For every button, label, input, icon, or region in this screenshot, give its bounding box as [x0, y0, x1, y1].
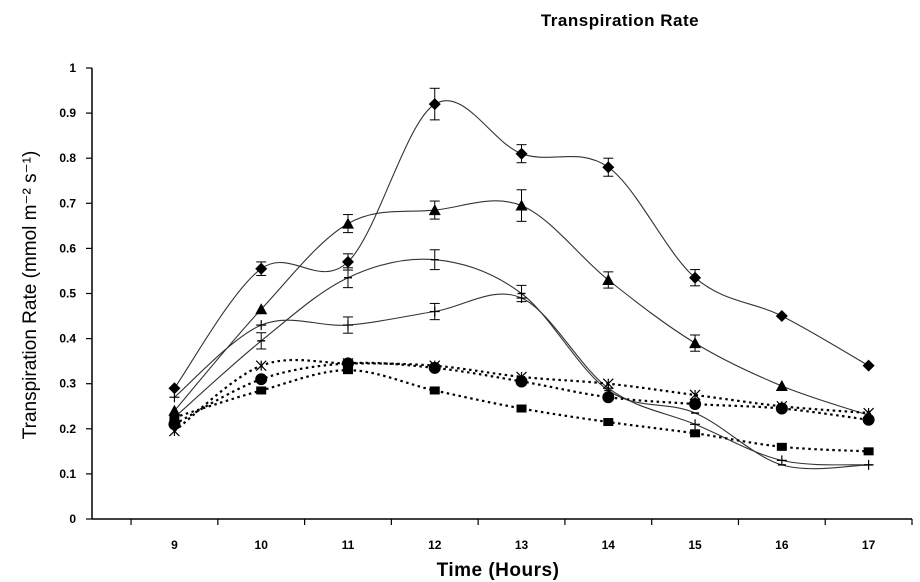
series-7: [169, 366, 874, 456]
data-point-square: [342, 366, 353, 375]
data-point-square: [516, 404, 527, 413]
y-tick-label: 0.9: [59, 106, 76, 120]
data-point-plus: [516, 293, 527, 304]
y-tick-label: 0.6: [59, 241, 76, 255]
data-point-star: [863, 407, 875, 419]
series-1-line: [173, 100, 869, 389]
data-point-star: [255, 360, 267, 372]
data-point-triangle: [689, 337, 702, 349]
data-point-diamond: [341, 255, 354, 268]
data-point-plus: [256, 320, 267, 331]
data-point-triangle: [602, 273, 615, 285]
series-3: [170, 249, 873, 470]
x-tick-label: 12: [428, 538, 442, 552]
series-4: [169, 293, 874, 470]
x-tick-label: 16: [775, 538, 789, 552]
data-point-diamond: [255, 262, 268, 275]
data-point-star: [602, 378, 614, 390]
x-tick-label: 13: [515, 538, 529, 552]
x-tick-label: 17: [862, 538, 876, 552]
chart-title: Transpiration Rate: [541, 11, 699, 30]
series-6: [169, 357, 875, 437]
data-point-triangle: [428, 204, 441, 216]
data-point-triangle: [255, 303, 268, 315]
y-tick-label: 0.1: [59, 467, 76, 481]
data-point-diamond: [689, 271, 702, 284]
y-tick-label: 0.5: [59, 287, 76, 301]
data-point-plus: [690, 419, 701, 430]
data-point-triangle: [341, 217, 354, 229]
data-point-triangle: [168, 404, 181, 416]
data-point-square: [429, 386, 440, 395]
series-5: [168, 357, 875, 431]
data-point-triangle: [775, 379, 788, 391]
data-point-plus: [169, 392, 180, 403]
data-point-plus: [776, 455, 787, 466]
series-layer: [168, 87, 875, 470]
x-tick-label: 14: [602, 538, 616, 552]
data-point-star: [429, 360, 441, 372]
data-point-square: [256, 386, 267, 395]
data-point-circle: [602, 391, 615, 404]
x-tick-label: 9: [171, 538, 178, 552]
data-point-circle: [255, 373, 268, 386]
data-point-diamond: [862, 359, 875, 372]
data-point-square: [776, 442, 787, 451]
data-point-plus: [342, 320, 353, 331]
data-point-square: [690, 429, 701, 438]
data-point-circle: [689, 397, 702, 410]
series-6-line: [173, 358, 869, 432]
x-tick-label: 10: [255, 538, 269, 552]
data-point-diamond: [602, 161, 615, 174]
data-point-diamond: [428, 98, 441, 111]
y-tick-label: 1: [69, 61, 76, 75]
series-1: [168, 87, 875, 395]
series-7-line: [174, 369, 869, 453]
data-point-diamond: [515, 147, 528, 160]
x-tick-label: 15: [688, 538, 702, 552]
data-point-star: [776, 400, 788, 412]
y-tick-label: 0.3: [59, 377, 76, 391]
data-point-plus: [429, 306, 440, 317]
y-tick-label: 0.4: [59, 332, 76, 346]
data-point-diamond: [168, 382, 181, 395]
x-ticks: 9 10 11 12 13 14 15 16 17: [130, 519, 913, 552]
y-tick-label: 0: [69, 512, 76, 526]
data-point-square: [169, 413, 180, 422]
data-point-diamond: [775, 310, 788, 323]
x-tick-label: 11: [342, 538, 355, 552]
y-tick-label: 0.7: [59, 196, 76, 210]
y-axis-label: Transpiration Rate (mmol m⁻² s⁻¹): [20, 151, 41, 440]
data-point-plus: [863, 459, 874, 470]
y-ticks: 0 0.1 0.2 0.3 0.4 0.5 0.6 0.7 0.8 0.9 1: [59, 61, 92, 526]
data-point-star: [516, 371, 527, 383]
data-point-star: [689, 389, 701, 401]
y-tick-label: 0.8: [59, 151, 76, 165]
y-tick-label: 0.2: [59, 422, 76, 436]
data-point-triangle: [515, 199, 528, 211]
data-point-square: [603, 418, 614, 427]
data-point-square: [863, 447, 874, 456]
x-axis-label: Time (Hours): [437, 560, 560, 581]
data-point-star: [169, 425, 180, 437]
